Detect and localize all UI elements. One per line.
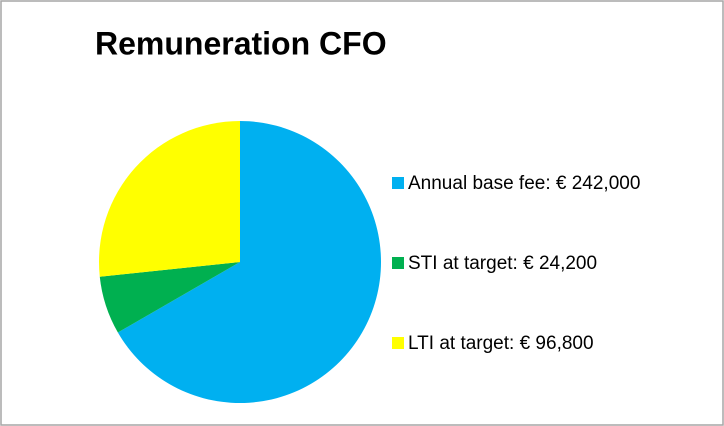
- legend: Annual base fee: € 242,000 STI at target:…: [392, 173, 640, 354]
- legend-label: STI at target: € 24,200: [408, 253, 597, 274]
- legend-swatch: [392, 257, 404, 269]
- chart-title: Remuneration CFO: [95, 25, 387, 61]
- pie-slice: [117, 121, 382, 403]
- legend-label: Annual base fee: € 242,000: [408, 173, 640, 194]
- pie-slice: [99, 121, 240, 277]
- legend-swatch: [392, 337, 404, 349]
- legend-swatch: [392, 177, 404, 189]
- pie: [99, 121, 382, 403]
- pie-slice: [99, 262, 240, 333]
- legend-label: LTI at target: € 96,800: [408, 333, 594, 354]
